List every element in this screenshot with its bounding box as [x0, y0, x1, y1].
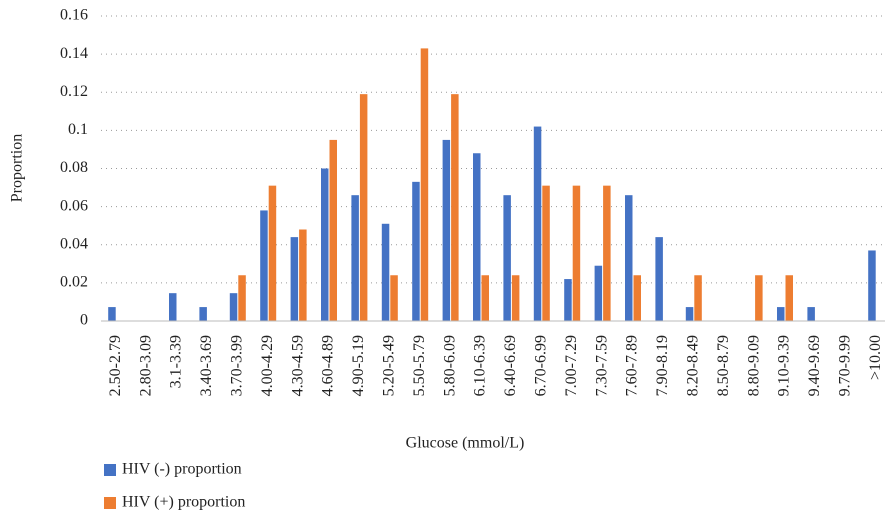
x-tick-label: 8.80-9.09: [745, 335, 762, 396]
bar: [442, 139, 451, 321]
x-tick-label: 5.50-5.79: [411, 335, 428, 396]
bar: [633, 275, 641, 321]
bar: [359, 94, 368, 321]
legend-label: HIV (-) proportion: [122, 461, 242, 478]
bar: [290, 237, 299, 321]
x-tick-label: 7.90-8.19: [654, 335, 671, 396]
x-tick-label: 6.10-6.39: [472, 335, 489, 396]
bar: [390, 275, 398, 321]
bar: [473, 153, 481, 321]
y-axis-title: Proportion: [9, 134, 26, 202]
bar: [381, 223, 390, 321]
bar: [503, 195, 511, 321]
x-tick-label: 9.70-9.99: [836, 335, 853, 396]
y-tick-label: 0.02: [60, 274, 88, 291]
x-tick-label: >10.00: [867, 335, 884, 380]
y-tick-label: 0.04: [60, 235, 88, 252]
bar: [351, 195, 359, 321]
x-tick-label: 7.30-7.59: [593, 335, 610, 396]
x-tick-label: 3.40-3.69: [198, 335, 215, 396]
bar: [542, 185, 550, 321]
x-tick-label: 6.40-6.69: [502, 335, 519, 396]
x-tick-label: 3.1-3.39: [168, 335, 185, 388]
x-tick-label: 2.50-2.79: [107, 335, 124, 396]
x-axis-title: Glucose (mmol/L): [406, 435, 525, 452]
bar: [451, 94, 459, 321]
x-tick-label: 7.00-7.29: [563, 335, 580, 396]
bar: [420, 48, 429, 321]
bar: [625, 195, 633, 321]
x-tick-label: 7.60-7.89: [624, 335, 641, 396]
legend-swatch: [104, 464, 116, 476]
x-tick-label: 4.30-4.59: [289, 335, 306, 396]
bar: [785, 275, 793, 321]
x-tick-label: 4.90-5.19: [350, 335, 367, 396]
bar: [412, 181, 420, 321]
bar: [655, 237, 663, 321]
bar: [868, 250, 876, 321]
y-tick-label: 0: [80, 312, 88, 329]
legend-label: HIV (+) proportion: [122, 494, 245, 511]
x-tick-label: 5.20-5.49: [380, 335, 397, 396]
y-tick-label: 0.16: [60, 7, 88, 24]
bar: [685, 307, 694, 321]
bar: [199, 307, 207, 321]
y-tick-label: 0.14: [60, 45, 88, 62]
bar: [594, 265, 603, 321]
bar: [299, 229, 307, 321]
bar: [807, 307, 815, 321]
x-tick-label: 4.00-4.29: [259, 335, 276, 396]
bar: [603, 185, 611, 321]
x-tick-label: 9.10-9.39: [776, 335, 793, 396]
bar: [229, 293, 238, 321]
y-tick-label: 0.06: [60, 197, 88, 214]
x-tick-label: 8.20-8.49: [684, 335, 701, 396]
bar: [238, 275, 246, 321]
x-tick-label: 8.50-8.79: [715, 335, 732, 396]
x-tick-label: 4.60-4.89: [320, 335, 337, 396]
bar: [533, 126, 542, 321]
bar: [481, 275, 489, 321]
bar: [694, 275, 702, 321]
y-tick-label: 0.08: [60, 159, 88, 176]
bar: [321, 168, 329, 321]
x-tick-label: 9.40-9.69: [806, 335, 823, 396]
bar: [564, 279, 572, 321]
y-tick-label: 0.1: [68, 121, 88, 138]
bar: [268, 185, 277, 321]
x-tick-label: 3.70-3.99: [228, 335, 245, 396]
bar: [260, 210, 268, 321]
x-tick-label: 5.80-6.09: [441, 335, 458, 396]
bar: [511, 275, 520, 321]
bar: [777, 307, 785, 321]
x-tick-label: 6.70-6.99: [532, 335, 549, 396]
bar: [108, 307, 116, 321]
bar: [329, 139, 337, 321]
y-tick-label: 0.12: [60, 83, 88, 100]
bar: [572, 185, 581, 321]
bar: [755, 275, 763, 321]
x-tick-label: 2.80-3.09: [137, 335, 154, 396]
legend-swatch: [104, 497, 116, 509]
bar: [169, 293, 177, 321]
